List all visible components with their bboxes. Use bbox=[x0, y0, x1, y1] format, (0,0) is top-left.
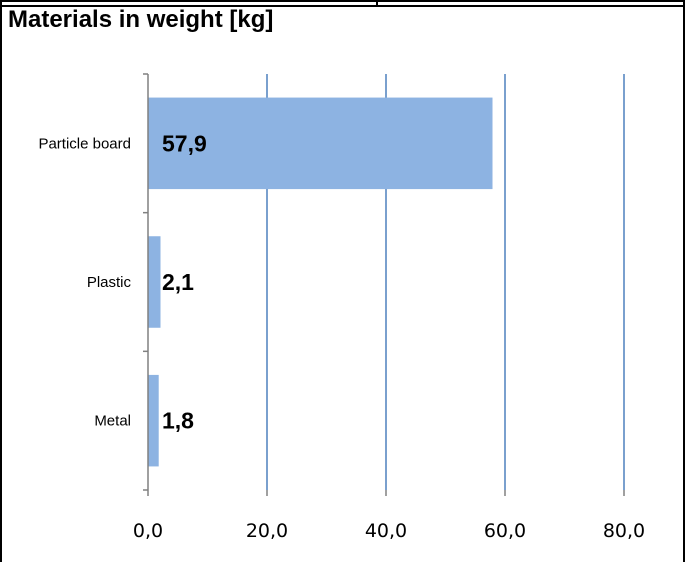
data-label-2: 1,8 bbox=[162, 408, 194, 434]
x-tick-label-3: 60,0 bbox=[484, 520, 526, 542]
category-label-0: Particle board bbox=[38, 135, 131, 152]
bar-0 bbox=[148, 97, 493, 190]
bar-2 bbox=[148, 374, 159, 467]
x-tick-label-1: 20,0 bbox=[246, 520, 288, 542]
bar-1 bbox=[148, 236, 161, 328]
data-label-1: 2,1 bbox=[162, 269, 194, 295]
cell-divider bbox=[376, 0, 378, 7]
top-cell-strip: ,, bbox=[0, 0, 685, 8]
category-label-1: Plastic bbox=[87, 274, 132, 291]
cell-mark: ,, bbox=[667, 2, 671, 8]
x-tick-label-0: 0,0 bbox=[133, 520, 163, 542]
x-tick-label-2: 40,0 bbox=[365, 520, 407, 542]
data-label-0: 57,9 bbox=[162, 130, 207, 156]
category-label-2: Metal bbox=[94, 413, 131, 430]
x-tick-label-4: 80,0 bbox=[603, 520, 645, 542]
chart-title: Materials in weight [kg] bbox=[8, 6, 274, 33]
